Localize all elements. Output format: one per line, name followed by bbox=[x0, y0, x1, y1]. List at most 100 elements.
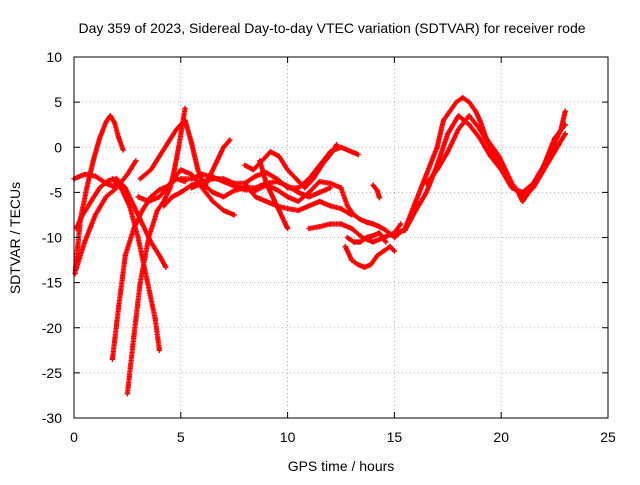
data-point bbox=[103, 119, 109, 125]
data-point bbox=[231, 187, 237, 194]
data-point bbox=[252, 194, 259, 200]
data-point bbox=[530, 180, 536, 186]
data-point bbox=[178, 189, 184, 195]
data-point bbox=[552, 149, 558, 155]
data-point bbox=[319, 162, 325, 168]
data-point bbox=[263, 198, 269, 204]
data-point bbox=[460, 95, 466, 101]
data-point bbox=[447, 108, 453, 114]
data-point bbox=[413, 207, 419, 214]
y-tick-label: -15 bbox=[42, 275, 62, 291]
data-point bbox=[295, 185, 301, 191]
data-point bbox=[210, 198, 216, 204]
y-tick-label: -20 bbox=[42, 320, 62, 336]
x-tick-label: 15 bbox=[387, 429, 403, 445]
x-axis-label: GPS time / hours bbox=[288, 458, 395, 474]
data-point bbox=[210, 174, 216, 180]
data-point bbox=[173, 126, 180, 132]
data-point bbox=[199, 180, 205, 186]
data-point bbox=[250, 167, 257, 173]
data-point bbox=[188, 185, 195, 191]
data-point bbox=[82, 239, 88, 245]
data-point bbox=[509, 185, 515, 191]
data-point bbox=[105, 178, 111, 184]
data-point bbox=[413, 198, 419, 204]
y-tick-label: 5 bbox=[54, 94, 62, 110]
data-point bbox=[231, 212, 237, 218]
data-point bbox=[306, 225, 312, 232]
data-point bbox=[295, 198, 301, 204]
data-point bbox=[79, 212, 86, 218]
data-point bbox=[188, 176, 195, 182]
data-point bbox=[487, 144, 494, 150]
data-point bbox=[72, 271, 78, 277]
data-point bbox=[364, 219, 370, 225]
series-arc-17 bbox=[338, 185, 395, 239]
series-arc-15 bbox=[257, 158, 291, 232]
data-point bbox=[171, 167, 177, 173]
data-point bbox=[92, 212, 98, 218]
data-point bbox=[97, 185, 103, 191]
data-point bbox=[562, 108, 568, 114]
y-tick-label: -5 bbox=[50, 184, 63, 200]
data-point bbox=[156, 347, 163, 353]
data-point bbox=[355, 151, 361, 158]
data-point bbox=[391, 234, 397, 241]
data-point bbox=[82, 171, 88, 177]
data-point bbox=[541, 162, 547, 168]
data-point bbox=[220, 207, 227, 214]
data-point bbox=[466, 122, 472, 128]
axes: 0 5 10 15 20 25 -30 -25 -20 -15 -10 -5 0 5 10 bbox=[42, 49, 616, 445]
data-point bbox=[310, 176, 316, 182]
data-point bbox=[220, 144, 227, 150]
data-point bbox=[131, 225, 137, 232]
data-point bbox=[109, 183, 116, 189]
data-point bbox=[361, 264, 368, 270]
data-point bbox=[355, 261, 361, 268]
data-point bbox=[188, 140, 195, 146]
data-point bbox=[344, 203, 351, 209]
y-tick-label: -25 bbox=[42, 365, 62, 381]
data-point bbox=[276, 207, 282, 214]
data-point bbox=[109, 356, 116, 362]
data-point bbox=[257, 158, 263, 164]
data-point bbox=[109, 176, 116, 182]
data-point bbox=[306, 194, 312, 200]
data-point bbox=[327, 180, 333, 186]
data-point bbox=[562, 122, 568, 128]
data-point bbox=[349, 149, 355, 155]
data-point bbox=[285, 167, 291, 173]
data-point bbox=[455, 113, 462, 119]
data-point bbox=[423, 180, 430, 186]
data-point bbox=[381, 248, 387, 254]
data-point bbox=[156, 153, 163, 159]
data-point bbox=[338, 144, 344, 150]
data-point bbox=[242, 180, 248, 186]
data-point bbox=[167, 180, 173, 186]
data-point bbox=[276, 153, 282, 159]
grid-lines bbox=[74, 57, 608, 418]
data-point bbox=[169, 194, 175, 200]
data-point bbox=[161, 203, 167, 209]
data-point bbox=[88, 198, 94, 204]
data-series bbox=[71, 95, 568, 397]
data-point bbox=[295, 207, 301, 214]
data-point bbox=[402, 227, 408, 233]
data-point bbox=[231, 183, 237, 189]
data-point bbox=[364, 234, 370, 241]
data-point bbox=[327, 185, 333, 191]
data-point bbox=[498, 167, 504, 173]
data-point bbox=[214, 158, 220, 164]
data-point bbox=[338, 221, 344, 227]
data-point bbox=[368, 261, 374, 268]
series-arc-14 bbox=[242, 180, 355, 218]
data-point bbox=[445, 131, 451, 137]
series-arc-19 bbox=[344, 230, 389, 245]
data-point bbox=[103, 194, 109, 200]
series-arc-23 bbox=[423, 113, 568, 195]
series-markers bbox=[423, 113, 568, 195]
data-point bbox=[317, 189, 323, 195]
data-point bbox=[306, 189, 312, 195]
series-arc-12 bbox=[188, 178, 333, 200]
